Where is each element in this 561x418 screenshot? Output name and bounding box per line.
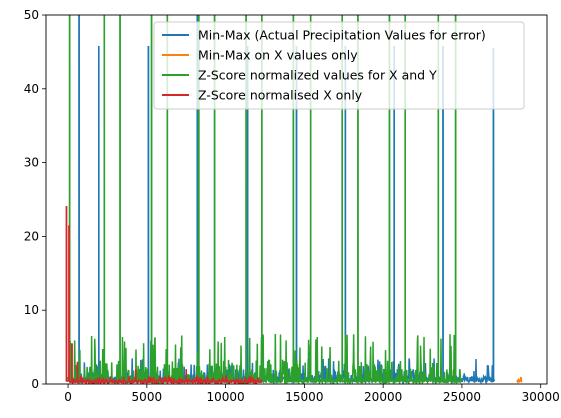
x-tick-label: 5000 bbox=[132, 390, 163, 404]
x-tick-label: 0 bbox=[64, 390, 72, 404]
y-tick-label: 30 bbox=[24, 156, 39, 170]
x-tick-label: 25000 bbox=[443, 390, 481, 404]
x-tick-label: 15000 bbox=[285, 390, 323, 404]
legend-label-minmax-x: Min-Max on X values only bbox=[198, 48, 358, 63]
legend-box bbox=[153, 21, 525, 110]
x-tick-label: 20000 bbox=[364, 390, 402, 404]
series-line-zscore-xy bbox=[67, 15, 463, 384]
legend-label-zscore-x: Z-Score normalised X only bbox=[198, 88, 363, 103]
x-tick-label: 30000 bbox=[522, 390, 560, 404]
x-tick-label: 10000 bbox=[207, 390, 245, 404]
y-tick-label: 20 bbox=[24, 229, 39, 243]
y-tick-label: 0 bbox=[31, 377, 39, 391]
plot-frame bbox=[45, 14, 548, 385]
y-tick-label: 50 bbox=[24, 8, 39, 22]
legend-label-minmax: Min-Max (Actual Precipitation Values for… bbox=[198, 28, 486, 43]
series-line-minmax-x bbox=[516, 376, 523, 384]
legend-label-zscore-xy: Z-Score normalized values for X and Y bbox=[198, 68, 437, 83]
axes: 0 5000 10000 15000 20000 25000 30000 0 10 20 30 40 5… bbox=[24, 8, 560, 404]
series-line-zscore-x bbox=[65, 206, 263, 384]
legend: Min-Max (Actual Precipitation Values for… bbox=[153, 21, 525, 110]
y-tick-label: 40 bbox=[24, 82, 39, 96]
y-tick-label: 10 bbox=[24, 303, 39, 317]
